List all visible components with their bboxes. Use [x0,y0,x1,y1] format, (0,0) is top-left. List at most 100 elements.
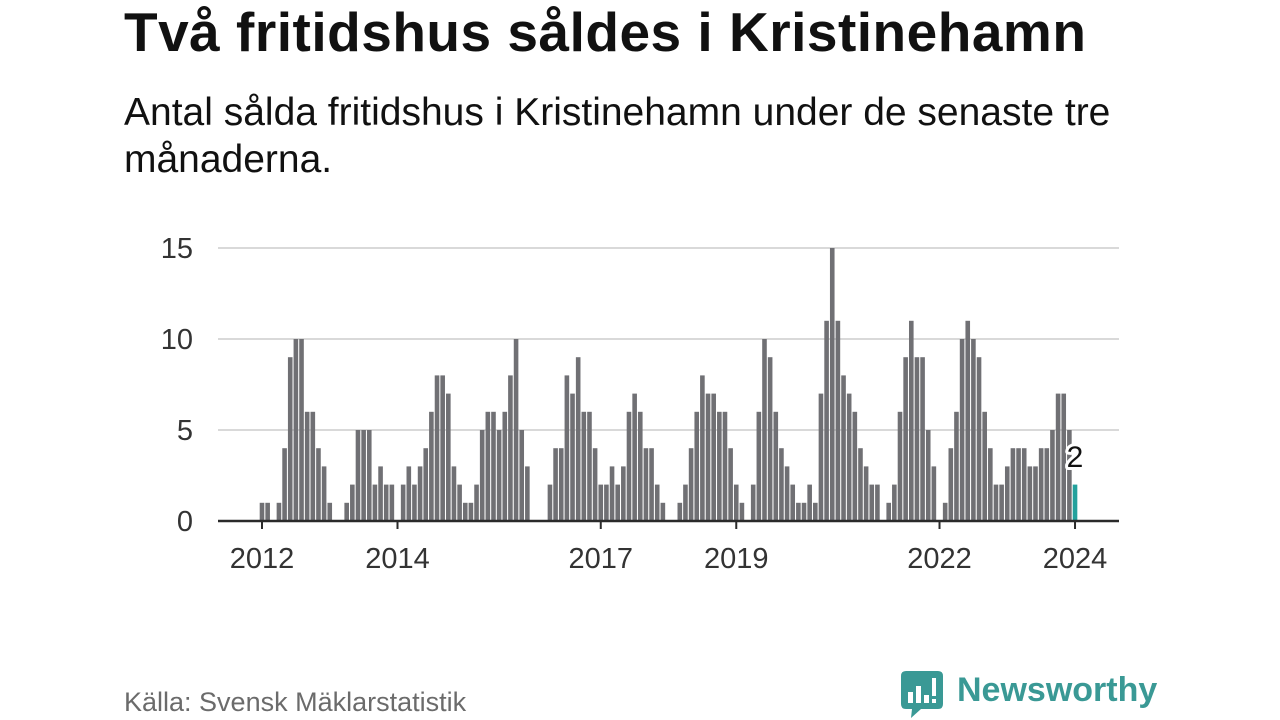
bar [954,411,959,521]
y-axis: 0 5 10 15 [161,233,193,538]
y-tick-label: 5 [177,415,193,447]
bar [875,484,880,521]
bar [750,484,756,521]
bar [587,411,592,521]
bar [378,466,383,521]
bar [801,502,807,521]
bar [366,430,372,521]
bar [575,357,581,521]
bar [310,411,316,521]
bar [993,484,999,521]
bar [677,502,683,521]
bar [581,411,587,521]
bar [886,502,892,521]
bar [1044,448,1050,521]
highlight-bar [1072,484,1078,521]
bar [762,339,767,521]
bar [525,466,530,521]
bar [914,357,920,521]
bar [389,484,395,521]
bar [942,502,948,521]
bar [468,502,474,521]
bar [287,357,293,521]
bar [1010,448,1016,521]
x-tick-label: 2017 [569,543,634,575]
bar [925,430,931,521]
bar [451,466,457,521]
bar [609,466,615,521]
y-tick-label: 15 [161,233,193,265]
bar [1061,393,1067,521]
bar [807,484,812,521]
bar [282,448,287,521]
bar [824,320,829,521]
x-tick-label: 2022 [907,543,972,575]
bar [784,466,790,521]
source-note: Källa: Svensk Mäklarstatistik [124,687,467,717]
bar [965,320,971,521]
bar [276,502,282,521]
bar [1021,448,1027,521]
bar [558,448,564,521]
bar [711,393,716,521]
bar [615,484,620,521]
bar [474,484,479,521]
bar [920,357,925,521]
gridlines [218,247,1119,431]
bar [457,484,462,521]
bar [705,393,711,521]
bar [400,484,406,521]
bar [1016,448,1021,521]
x-tick-label: 2019 [704,543,769,575]
bar [462,502,468,521]
bar [372,484,378,521]
bar [643,448,649,521]
y-tick-label: 0 [177,506,193,538]
bar [1050,430,1055,521]
bar [513,339,519,521]
bar [304,411,310,521]
bar [829,248,835,521]
bar [976,357,982,521]
bar [350,484,355,521]
bar [321,466,327,521]
bar [299,339,304,521]
bar [479,430,485,521]
bar [564,375,570,521]
bar [446,393,451,521]
bar [846,393,852,521]
bar [818,393,824,521]
bar [259,502,265,521]
chart-subtitle: Antal sålda fritidshus i Kristinehamn un… [124,91,1111,181]
bar [999,484,1004,521]
bar [796,502,801,521]
bar [1055,393,1061,521]
bar [434,375,440,521]
bar [767,357,773,521]
annotations: 2 [1064,438,1087,477]
bar [570,393,575,521]
bar [728,448,733,521]
bar [835,320,841,521]
bar [717,411,722,521]
brand-name: Newsworthy [957,671,1158,709]
bar [700,375,705,521]
bar [1033,466,1038,521]
bar [683,484,688,521]
bar [733,484,739,521]
bar [863,466,869,521]
bar [423,448,429,521]
bar [621,466,626,521]
bar [1038,448,1044,521]
bar [502,411,508,521]
bar [547,484,553,521]
bar [869,484,875,521]
bar [637,411,643,521]
bar [694,411,700,521]
bar [496,430,502,521]
bar [654,484,660,521]
bar [598,484,604,521]
bar [779,448,784,521]
bar [417,466,423,521]
x-tick-label: 2024 [1043,543,1108,575]
